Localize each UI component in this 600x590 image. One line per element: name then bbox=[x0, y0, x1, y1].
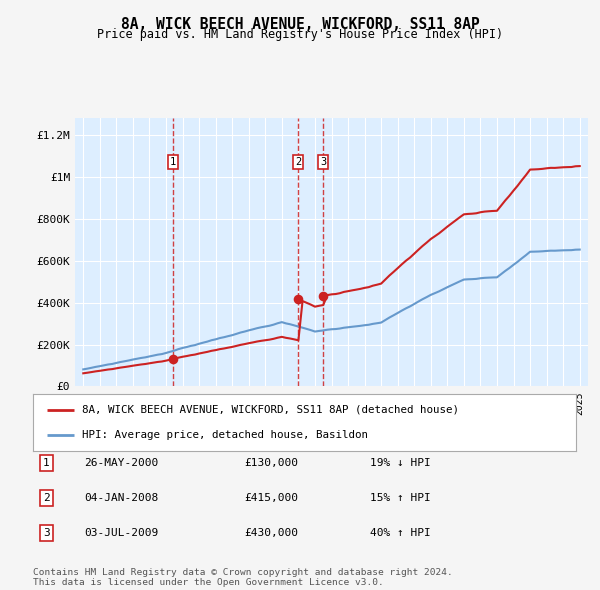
Text: 3: 3 bbox=[43, 528, 50, 538]
Text: 03-JUL-2009: 03-JUL-2009 bbox=[85, 528, 159, 538]
Text: 2: 2 bbox=[295, 158, 302, 168]
Text: HPI: Average price, detached house, Basildon: HPI: Average price, detached house, Basi… bbox=[82, 430, 368, 440]
Text: 8A, WICK BEECH AVENUE, WICKFORD, SS11 8AP (detached house): 8A, WICK BEECH AVENUE, WICKFORD, SS11 8A… bbox=[82, 405, 459, 415]
Text: £130,000: £130,000 bbox=[245, 458, 299, 468]
Text: Contains HM Land Registry data © Crown copyright and database right 2024.: Contains HM Land Registry data © Crown c… bbox=[33, 568, 453, 576]
Text: 2: 2 bbox=[43, 493, 50, 503]
Text: 1: 1 bbox=[43, 458, 50, 468]
Point bbox=[293, 294, 303, 304]
Text: 26-MAY-2000: 26-MAY-2000 bbox=[85, 458, 159, 468]
Point bbox=[168, 355, 178, 364]
Text: £415,000: £415,000 bbox=[245, 493, 299, 503]
Text: This data is licensed under the Open Government Licence v3.0.: This data is licensed under the Open Gov… bbox=[33, 578, 384, 587]
Text: 8A, WICK BEECH AVENUE, WICKFORD, SS11 8AP: 8A, WICK BEECH AVENUE, WICKFORD, SS11 8A… bbox=[121, 17, 479, 31]
Text: £430,000: £430,000 bbox=[245, 528, 299, 538]
Text: 40% ↑ HPI: 40% ↑ HPI bbox=[370, 528, 430, 538]
Text: 04-JAN-2008: 04-JAN-2008 bbox=[85, 493, 159, 503]
Text: 3: 3 bbox=[320, 158, 326, 168]
Text: Price paid vs. HM Land Registry's House Price Index (HPI): Price paid vs. HM Land Registry's House … bbox=[97, 28, 503, 41]
Text: 15% ↑ HPI: 15% ↑ HPI bbox=[370, 493, 430, 503]
Text: 1: 1 bbox=[170, 158, 176, 168]
Point bbox=[319, 291, 328, 301]
Text: 19% ↓ HPI: 19% ↓ HPI bbox=[370, 458, 430, 468]
